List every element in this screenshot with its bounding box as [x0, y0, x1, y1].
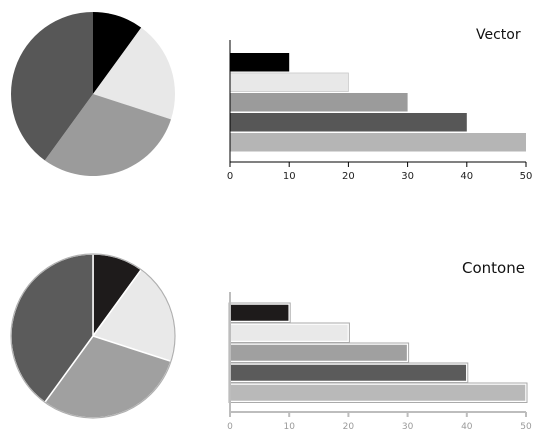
vector-bar-4 — [230, 113, 467, 132]
contone-x-tick-label-3: 20 — [343, 422, 355, 432]
panel-title-contone: Contone — [462, 259, 525, 277]
contone-bar-1 — [229, 303, 290, 323]
contone-bar-3 — [229, 343, 409, 363]
contone-x-tick-label-5: 40 — [461, 422, 473, 432]
vector-x-tick-label-6: 50 — [520, 171, 533, 182]
vector-x-tick-label-4: 30 — [401, 171, 414, 182]
panel-title-vector: Vector — [476, 27, 521, 43]
contone-x-tick-label-2: 10 — [283, 422, 295, 432]
vector-x-tick-label-3: 20 — [342, 171, 355, 182]
vector-bar-2 — [229, 72, 349, 92]
vector-pie-slice-2 — [93, 27, 176, 120]
contone-x-tick-label-1: 0 — [227, 422, 233, 432]
vector-pie-slice-1 — [93, 12, 142, 94]
vector-pie-slice-3 — [44, 94, 171, 177]
vector-bar-5 — [230, 133, 526, 152]
vector-bar-3 — [230, 93, 408, 112]
contone-x-tick-label-6: 50 — [520, 422, 532, 432]
contone-bar-5 — [229, 383, 527, 403]
vector-pie-slice-4 — [10, 12, 93, 161]
contone-x-tick-label-4: 30 — [402, 422, 414, 432]
vector-x-tick-label-2: 10 — [283, 171, 296, 182]
contone-pie-outline — [10, 253, 176, 419]
vector-x-tick-label-1: 0 — [227, 171, 233, 182]
vector-bar-1 — [230, 53, 290, 72]
vector-x-tick-label-5: 40 — [460, 171, 473, 182]
contone-bar-4 — [229, 363, 468, 383]
contone-bar-2 — [229, 323, 350, 343]
